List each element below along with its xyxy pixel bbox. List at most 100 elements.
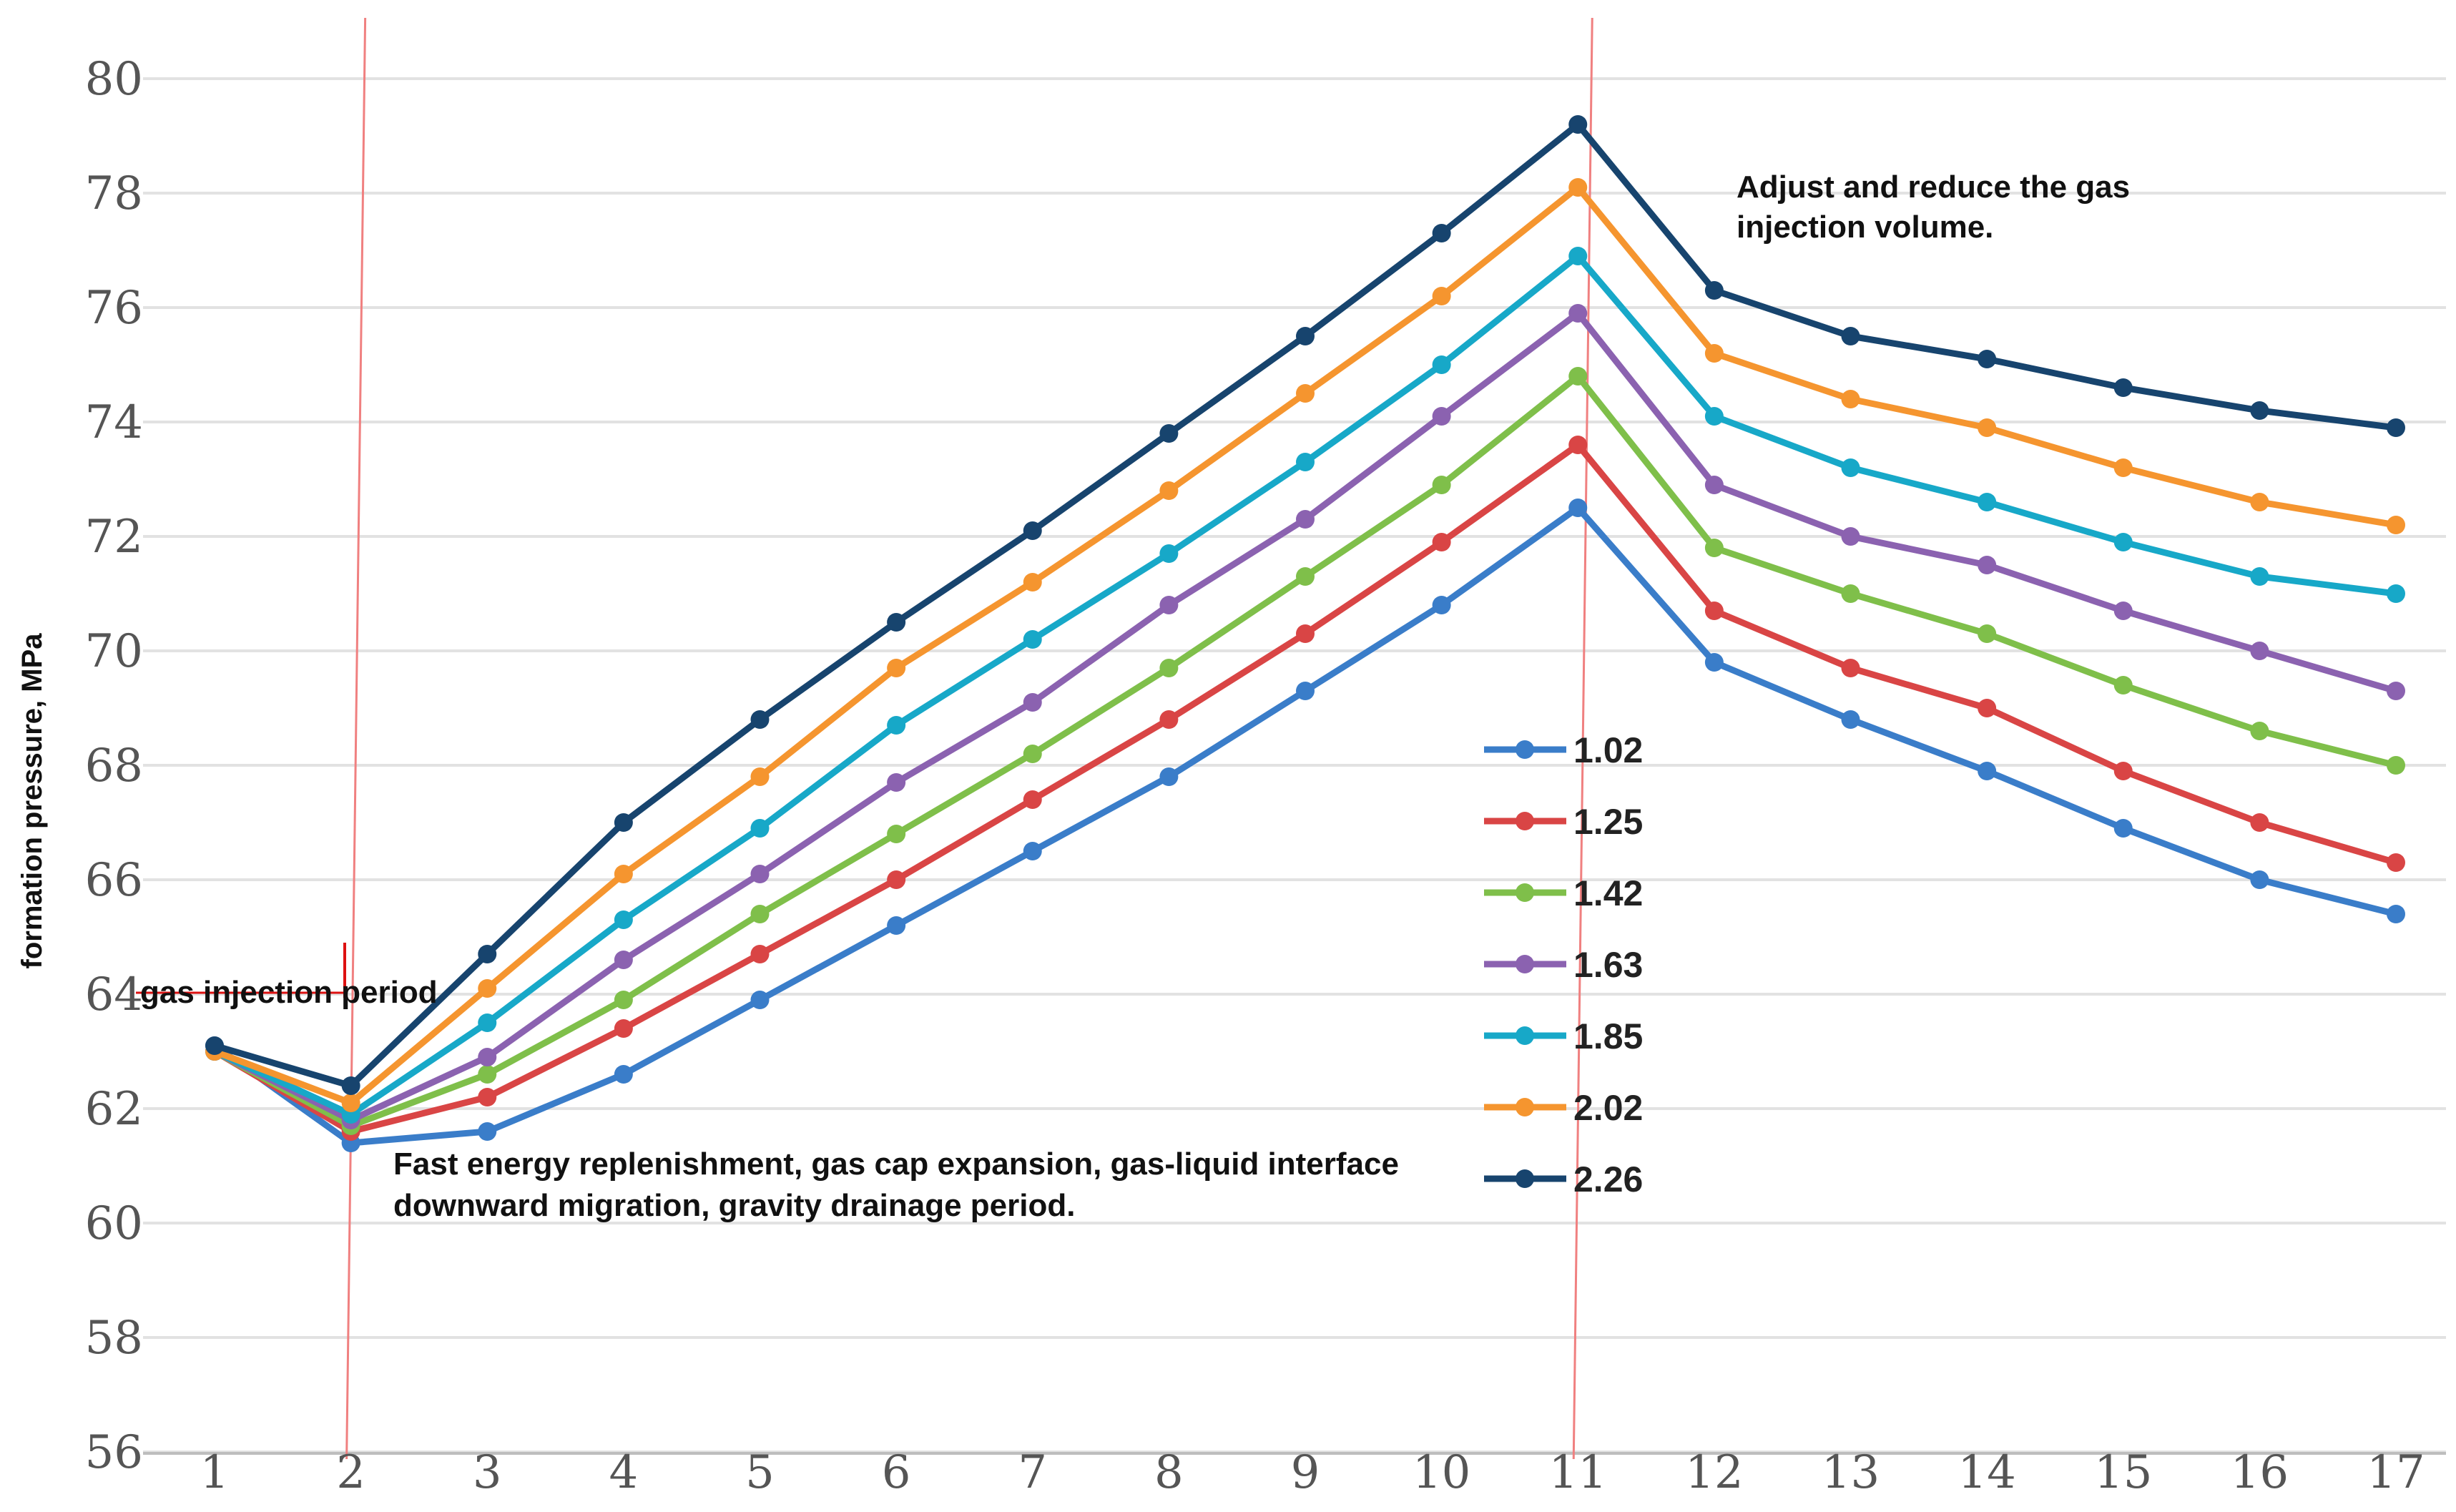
data-point [1704,281,1724,300]
data-point [1432,476,1451,494]
data-point [750,945,770,963]
data-point [1023,693,1042,712]
reference-line-x-2 [345,17,367,1460]
data-point [2250,870,2269,889]
legend-label: 1.85 [1573,1016,1643,1056]
data-point [1296,453,1315,471]
y-tick-label: 60 [85,1197,143,1250]
series-layer [205,115,2405,1152]
data-point [614,1065,633,1084]
data-point [1296,384,1315,403]
data-point [478,979,497,998]
data-point [478,1122,497,1141]
data-point [341,1094,360,1112]
x-tick-label: 16 [2231,1446,2289,1499]
data-point [1978,493,1997,511]
data-point [1432,287,1451,305]
data-point [2113,458,2133,477]
annotation-adjust-line-1: Adjust and reduce the gas [1737,170,2130,205]
data-point [1841,458,1860,477]
data-point [887,659,906,677]
x-tick-label: 17 [2367,1446,2425,1499]
data-point [1159,481,1179,500]
data-point [1568,499,1588,517]
x-tick-label: 9 [1291,1446,1320,1499]
series-1.25 [205,436,2405,1141]
data-point [2387,516,2405,534]
reference-lines [345,17,1593,1460]
y-tick-label: 58 [85,1312,143,1365]
legend-label: 1.02 [1573,730,1643,770]
data-point [887,870,906,889]
annotation-gas-injection-text: gas injection period [140,975,438,1010]
data-point [1568,367,1588,386]
data-point [1978,624,1997,643]
data-point [205,1036,224,1055]
legend-swatch-marker [1516,1098,1534,1116]
data-point [1978,350,1997,368]
data-point [1568,304,1588,323]
legend-swatch-marker [1516,1169,1534,1188]
data-point [1296,510,1315,529]
series-line [211,373,2399,1129]
y-tick-label: 68 [85,740,143,792]
data-point [1568,178,1588,197]
data-point [614,951,633,969]
data-point [1159,596,1179,614]
legend-item: 2.02 [1484,1088,1643,1128]
legend-item: 1.25 [1484,802,1643,842]
y-tick-label: 56 [85,1426,143,1479]
data-point [1568,247,1588,265]
data-point [887,716,906,735]
x-tick-label: 10 [1413,1446,1470,1499]
data-point [887,613,906,632]
data-point [1159,767,1179,786]
legend-swatch-marker [1516,812,1534,830]
x-tick-label: 1 [200,1446,230,1499]
series-2.02 [205,178,2405,1112]
series-line [211,310,2399,1124]
x-tick-label: 5 [745,1446,775,1499]
legend-item: 1.63 [1484,945,1643,985]
data-point [1296,567,1315,586]
data-point [2250,813,2269,832]
data-point [2113,819,2133,838]
data-point [2387,418,2405,437]
data-point [1704,602,1724,620]
data-point [1704,539,1724,557]
y-tick-label: 72 [85,511,143,564]
x-tick-label: 11 [1549,1446,1607,1499]
legend-label: 1.42 [1573,873,1643,913]
y-tick-label: 78 [85,167,143,220]
legend-item: 1.42 [1484,873,1643,913]
data-point [1023,521,1042,540]
data-point [2113,676,2133,694]
data-point [1159,659,1179,677]
x-tick-label: 13 [1822,1446,1880,1499]
data-point [2387,853,2405,872]
data-point [750,991,770,1009]
data-point [1568,436,1588,454]
data-point [887,916,906,935]
series-line [211,441,2399,1135]
annotation-adjust: Adjust and reduce the gas injection volu… [1737,170,2130,245]
y-axis-label: formation pressure, MPa [16,633,48,969]
data-point [341,1076,360,1095]
data-point [2113,533,2133,551]
data-point [614,1019,633,1038]
x-tick-labels: 1 2 3 4 5 6 7 8 9 10 11 12 13 14 15 16 17 [200,1446,2425,1499]
data-point [750,710,770,729]
data-point [2113,762,2133,780]
data-point [2250,567,2269,586]
data-point [1841,710,1860,729]
y-tick-label: 66 [85,854,143,907]
data-point [1978,556,1997,574]
series-line [211,184,2399,1106]
data-point [1841,390,1860,408]
data-point [1568,115,1588,134]
legend-label: 1.25 [1573,802,1643,842]
legend-swatch-marker [1516,1026,1534,1045]
data-point [1432,355,1451,374]
data-point [614,991,633,1009]
data-point [1432,224,1451,242]
